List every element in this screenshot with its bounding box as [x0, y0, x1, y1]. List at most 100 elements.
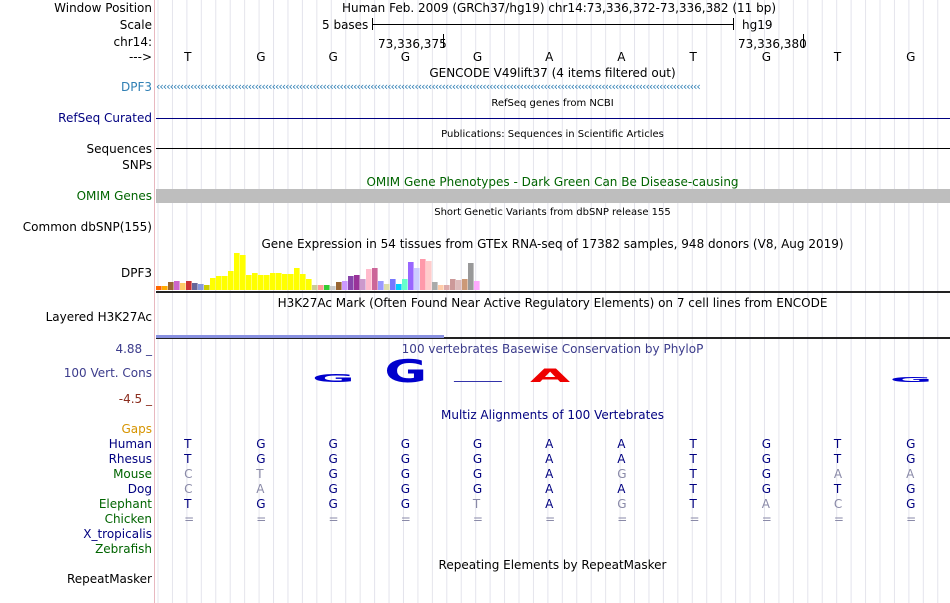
gtex-tissue-bar[interactable] — [450, 279, 456, 290]
gtex-tissue-bar[interactable] — [186, 281, 192, 290]
scale-bases-text: 5 bases — [322, 18, 369, 32]
gtex-expression-chart[interactable] — [156, 250, 950, 294]
gtex-gene-label[interactable]: DPF3 — [120, 266, 152, 280]
gencode-gene-label[interactable]: DPF3 — [120, 80, 152, 94]
refseq-track-label[interactable]: RefSeq Curated — [58, 111, 152, 125]
refseq-gene-line[interactable] — [156, 118, 950, 119]
gtex-tissue-bar[interactable] — [426, 261, 432, 290]
gtex-tissue-bar[interactable] — [354, 275, 360, 290]
gtex-tissue-bar[interactable] — [474, 281, 480, 290]
species-label[interactable]: Mouse — [113, 467, 152, 481]
gtex-tissue-bar[interactable] — [366, 269, 372, 290]
gtex-tissue-bar[interactable] — [444, 285, 450, 290]
alignment-base: G — [906, 437, 916, 451]
gtex-tissue-bar[interactable] — [258, 275, 264, 290]
species-label[interactable]: Zebrafish — [95, 542, 152, 556]
assembly-position-text[interactable]: Human Feb. 2009 (GRCh37/hg19) chr14:73,3… — [342, 1, 777, 15]
alignment-base: G — [256, 437, 266, 451]
gtex-tissue-bar[interactable] — [462, 279, 468, 290]
gtex-tissue-bar[interactable] — [198, 284, 204, 290]
gtex-tissue-bar[interactable] — [306, 279, 312, 290]
species-label[interactable]: Rhesus — [108, 452, 152, 466]
gtex-tissue-bar[interactable] — [300, 274, 306, 290]
gtex-tissue-bar[interactable] — [216, 276, 222, 290]
gtex-tissue-bar[interactable] — [234, 253, 240, 290]
gencode-gene-body[interactable]: ‹‹‹‹‹‹‹‹‹‹‹‹‹‹‹‹‹‹‹‹‹‹‹‹‹‹‹‹‹‹‹‹‹‹‹‹‹‹‹‹… — [156, 80, 701, 93]
alignment-base: C — [184, 482, 193, 496]
scale-label[interactable]: Scale — [119, 18, 152, 32]
gtex-tissue-bar[interactable] — [276, 273, 282, 290]
publications-line[interactable] — [156, 148, 950, 149]
gtex-tissue-bar[interactable] — [222, 276, 228, 290]
gtex-tissue-bar[interactable] — [348, 276, 354, 290]
species-label[interactable]: Chicken — [104, 512, 152, 526]
gtex-tissue-bar[interactable] — [408, 262, 414, 290]
dbsnp-track-label[interactable]: Common dbSNP(155) — [22, 220, 152, 234]
gtex-tissue-bar[interactable] — [414, 268, 420, 290]
species-label[interactable]: Human — [108, 437, 152, 451]
gtex-tissue-bar[interactable] — [438, 285, 444, 290]
gtex-tissue-bar[interactable] — [396, 284, 402, 290]
gtex-tissue-bar[interactable] — [156, 286, 162, 290]
phylop-base-letter[interactable]: G — [312, 372, 355, 384]
gtex-tissue-bar[interactable] — [384, 284, 390, 290]
chrom-label[interactable]: chr14: — [113, 35, 152, 49]
gtex-tissue-bar[interactable] — [360, 279, 366, 290]
species-label[interactable]: X_tropicalis — [83, 527, 152, 541]
gtex-tissue-bar[interactable] — [240, 255, 246, 290]
phylop-base-letter[interactable]: A — [530, 365, 571, 384]
h3k27ac-track-label[interactable]: Layered H3K27Ac — [45, 310, 152, 324]
sequence-base: G — [328, 50, 338, 64]
species-label[interactable]: Dog — [127, 482, 152, 496]
gtex-tissue-bar[interactable] — [264, 275, 270, 290]
gtex-tissue-bar[interactable] — [288, 274, 294, 290]
gtex-tissue-bar[interactable] — [228, 271, 234, 290]
gtex-tissue-bar[interactable] — [168, 282, 174, 290]
phylop-base-letter[interactable]: G — [890, 376, 933, 384]
gtex-tissue-bar[interactable] — [204, 285, 210, 290]
gtex-tissue-bar[interactable] — [180, 283, 186, 290]
gtex-tissue-bar[interactable] — [246, 275, 252, 290]
phylop-track-label[interactable]: 100 Vert. Cons — [63, 366, 152, 380]
gtex-tissue-bar[interactable] — [318, 285, 324, 290]
window-position-label[interactable]: Window Position — [54, 1, 152, 15]
gtex-tissue-bar[interactable] — [282, 274, 288, 290]
gtex-tissue-bar[interactable] — [330, 286, 336, 290]
gtex-tissue-bar[interactable] — [468, 263, 474, 290]
gtex-tissue-bar[interactable] — [252, 273, 258, 290]
strand-label[interactable]: ---> — [128, 50, 152, 64]
gtex-tissue-bar[interactable] — [432, 282, 438, 290]
h3k27ac-track-title: H3K27Ac Mark (Often Found Near Active Re… — [277, 296, 828, 310]
gtex-tissue-bar[interactable] — [192, 283, 198, 290]
gtex-tissue-bar[interactable] — [342, 281, 348, 290]
gtex-tissue-bar[interactable] — [294, 268, 300, 290]
publications-label-snps[interactable]: SNPs — [122, 158, 152, 172]
gtex-tissue-bar[interactable] — [162, 286, 168, 290]
gtex-tissue-bar[interactable] — [324, 285, 330, 290]
h3k27ac-signal[interactable] — [156, 335, 444, 338]
alignment-base: T — [833, 437, 842, 451]
phylop-base-letter[interactable]: G — [384, 356, 427, 384]
species-label[interactable]: Elephant — [98, 497, 152, 511]
repeatmasker-track-label[interactable]: RepeatMasker — [66, 572, 152, 586]
gtex-tissue-bar[interactable] — [402, 279, 408, 290]
gtex-tissue-bar[interactable] — [420, 259, 426, 290]
gtex-tissue-bar[interactable] — [372, 268, 378, 290]
gtex-tissue-bar[interactable] — [312, 285, 318, 290]
label-panel-separator[interactable] — [154, 0, 155, 603]
gtex-tissue-bar[interactable] — [390, 279, 396, 290]
gtex-tissue-bar[interactable] — [336, 282, 342, 290]
multiz-gaps-label[interactable]: Gaps — [121, 422, 152, 436]
phylop-low-score-mark[interactable] — [453, 381, 502, 382]
gtex-tissue-bar[interactable] — [174, 281, 180, 290]
omim-phenotype-bar[interactable] — [156, 189, 950, 203]
omim-track-label[interactable]: OMIM Genes — [76, 189, 152, 203]
gtex-tissue-bar[interactable] — [378, 281, 384, 290]
alignment-base: = — [256, 512, 267, 526]
publications-label-sequences[interactable]: Sequences — [86, 142, 152, 156]
alignment-base: G — [472, 467, 483, 481]
gtex-tissue-bar[interactable] — [456, 280, 462, 290]
gtex-tissue-bar[interactable] — [210, 278, 216, 290]
gtex-tissue-bar[interactable] — [270, 273, 276, 290]
